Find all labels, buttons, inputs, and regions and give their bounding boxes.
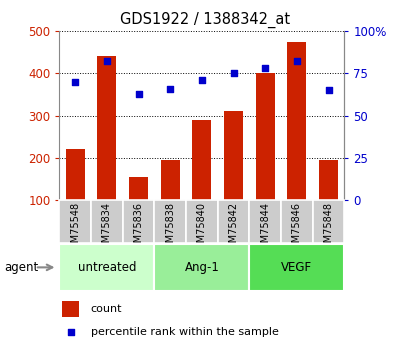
Text: GSM75846: GSM75846 <box>291 202 301 255</box>
Text: GSM75838: GSM75838 <box>165 202 175 255</box>
Bar <box>255 73 274 242</box>
Text: GSM75842: GSM75842 <box>228 202 238 255</box>
Bar <box>312 200 344 243</box>
Bar <box>62 301 79 317</box>
Text: GSM75836: GSM75836 <box>133 202 143 255</box>
Text: GSM75548: GSM75548 <box>70 202 80 255</box>
Bar <box>287 42 306 242</box>
Bar <box>192 120 211 242</box>
Text: Ang-1: Ang-1 <box>184 261 219 274</box>
Bar <box>217 200 249 243</box>
Text: count: count <box>90 304 122 314</box>
Point <box>166 86 173 91</box>
Bar <box>154 244 249 290</box>
Bar <box>224 111 243 242</box>
Text: untreated: untreated <box>77 261 136 274</box>
Point <box>198 77 204 83</box>
Point <box>261 66 268 71</box>
Text: GSM75848: GSM75848 <box>323 202 333 255</box>
Text: GDS1922 / 1388342_at: GDS1922 / 1388342_at <box>120 12 289 28</box>
Point <box>67 329 74 334</box>
Point <box>135 91 142 96</box>
Bar <box>129 177 148 242</box>
Bar <box>318 160 337 242</box>
Point <box>72 79 79 85</box>
Bar <box>160 160 179 242</box>
Bar <box>59 244 154 290</box>
Bar <box>122 200 154 243</box>
Text: percentile rank within the sample: percentile rank within the sample <box>90 327 278 337</box>
Point <box>324 87 331 93</box>
Bar <box>249 244 344 290</box>
Bar <box>59 200 91 243</box>
Point <box>293 59 299 64</box>
Bar <box>281 200 312 243</box>
Bar <box>186 200 217 243</box>
Text: GSM75844: GSM75844 <box>260 202 270 255</box>
Point <box>230 71 236 76</box>
Text: agent: agent <box>4 261 38 274</box>
Bar <box>91 200 122 243</box>
Point <box>103 59 110 64</box>
Text: VEGF: VEGF <box>281 261 312 274</box>
Text: GSM75840: GSM75840 <box>196 202 207 255</box>
Bar <box>154 200 186 243</box>
Bar <box>249 200 281 243</box>
Text: GSM75834: GSM75834 <box>102 202 112 255</box>
Bar <box>97 57 116 242</box>
Bar <box>65 149 85 242</box>
